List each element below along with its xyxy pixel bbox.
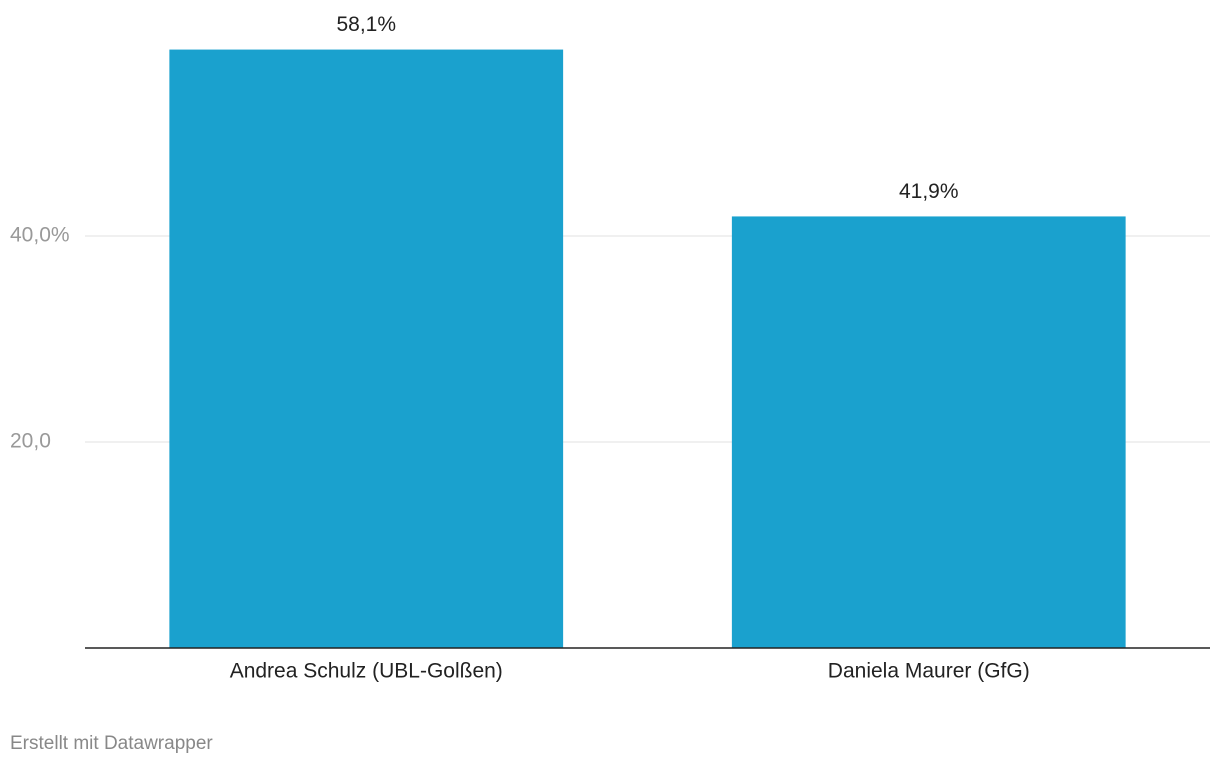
bar: [169, 49, 564, 648]
y-tick-label: 20,0: [10, 430, 51, 453]
x-tick-label: Daniela Maurer (GfG): [828, 660, 1030, 683]
value-label: 41,9%: [899, 180, 959, 203]
x-tick-label: Andrea Schulz (UBL-Golßen): [230, 660, 503, 683]
value-label: 58,1%: [336, 13, 396, 36]
bar: [731, 216, 1126, 648]
y-tick-label: 40,0%: [10, 224, 70, 247]
footer: Erstellt mit Datawrapper: [10, 733, 213, 754]
